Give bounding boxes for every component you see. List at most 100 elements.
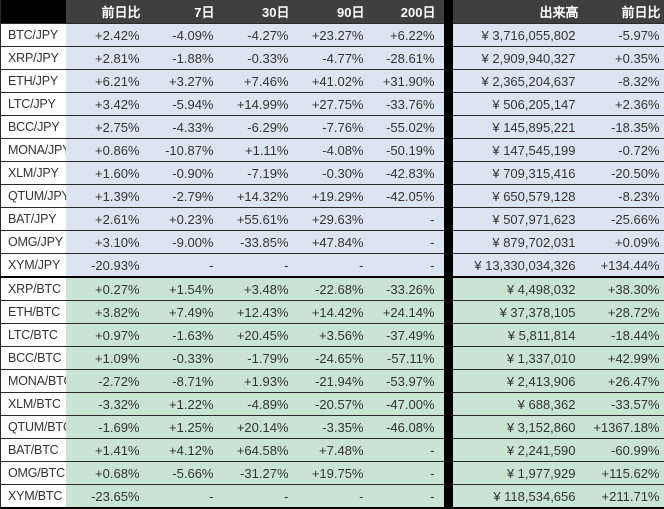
table-row: LTC/JPY +3.42% -5.94% +14.99% +27.75% -3… (1, 93, 664, 116)
change-30d-cell: +1.93% (223, 370, 298, 393)
volume-cell: ¥ 688,362 (453, 393, 587, 416)
volume-change-1d-cell: +38.30% (587, 277, 664, 301)
volume-change-1d-cell: +211.71% (587, 485, 664, 509)
table-row: MONA/BTC -2.72% -8.71% +1.93% -21.94% -5… (1, 370, 664, 393)
change-30d-cell: +7.46% (223, 70, 298, 93)
change-1d-cell: +1.39% (66, 185, 149, 208)
change-200d-cell: +31.90% (373, 70, 444, 93)
pair-label: BCC/BTC (1, 347, 66, 370)
volume-cell: ¥ 2,909,940,327 (453, 47, 587, 70)
change-7d-cell: +3.27% (149, 70, 223, 93)
volume-cell: ¥ 650,579,128 (453, 185, 587, 208)
section-divider (444, 0, 453, 24)
change-30d-cell: +3.48% (223, 277, 298, 301)
change-1d-cell: +2.42% (66, 24, 149, 47)
change-30d-cell: -6.29% (223, 116, 298, 139)
section-divider (444, 439, 453, 462)
change-7d-cell: +7.49% (149, 301, 223, 324)
pair-label: BTC/JPY (1, 24, 66, 47)
change-7d-cell: -1.88% (149, 47, 223, 70)
change-90d-cell: -22.68% (298, 277, 373, 301)
change-1d-cell: +2.61% (66, 208, 149, 231)
table-row: MONA/JPY +0.86% -10.87% +1.11% -4.08% -5… (1, 139, 664, 162)
pair-label: ETH/JPY (1, 70, 66, 93)
pair-label: OMG/BTC (1, 462, 66, 485)
change-30d-cell: +14.99% (223, 93, 298, 116)
pair-label: LTC/JPY (1, 93, 66, 116)
change-7d-cell: -1.63% (149, 324, 223, 347)
section-divider (444, 254, 453, 278)
change-7d-cell: -2.79% (149, 185, 223, 208)
change-7d-cell: -5.66% (149, 462, 223, 485)
change-200d-cell: -37.49% (373, 324, 444, 347)
pair-label: BCC/JPY (1, 116, 66, 139)
change-1d-cell: -1.69% (66, 416, 149, 439)
volume-cell: ¥ 118,534,656 (453, 485, 587, 509)
change-90d-cell: -3.35% (298, 416, 373, 439)
change-200d-cell: -33.76% (373, 93, 444, 116)
volume-change-1d-cell: +0.35% (587, 47, 664, 70)
change-1d-cell: +3.42% (66, 93, 149, 116)
section-divider (444, 24, 453, 47)
pair-label: BAT/BTC (1, 439, 66, 462)
section-divider (444, 301, 453, 324)
change-30d-cell: +64.58% (223, 439, 298, 462)
table-row: BAT/JPY +2.61% +0.23% +55.61% +29.63% - … (1, 208, 664, 231)
volume-change-1d-cell: -8.23% (587, 185, 664, 208)
change-200d-cell: - (373, 462, 444, 485)
change-7d-cell: -9.00% (149, 231, 223, 254)
change-30d-cell: -1.79% (223, 347, 298, 370)
section-divider (444, 347, 453, 370)
volume-cell: ¥ 3,152,860 (453, 416, 587, 439)
change-30d-cell: -7.19% (223, 162, 298, 185)
change-90d-cell: - (298, 254, 373, 278)
header-change-1d: 前日比 (66, 0, 149, 24)
table-row: BAT/BTC +1.41% +4.12% +64.58% +7.48% - ¥… (1, 439, 664, 462)
change-90d-cell: +23.27% (298, 24, 373, 47)
change-1d-cell: +6.21% (66, 70, 149, 93)
volume-cell: ¥ 709,315,416 (453, 162, 587, 185)
volume-cell: ¥ 37,378,105 (453, 301, 587, 324)
volume-change-1d-cell: -33.57% (587, 393, 664, 416)
volume-change-1d-cell: -8.32% (587, 70, 664, 93)
pair-label: OMG/JPY (1, 231, 66, 254)
change-30d-cell: - (223, 254, 298, 278)
volume-change-1d-cell: -5.97% (587, 24, 664, 47)
table-row: XLM/BTC -3.32% +1.22% -4.89% -20.57% -47… (1, 393, 664, 416)
pair-label: XYM/BTC (1, 485, 66, 509)
section-divider (444, 277, 453, 301)
change-30d-cell: -31.27% (223, 462, 298, 485)
change-200d-cell: - (373, 439, 444, 462)
change-1d-cell: +0.27% (66, 277, 149, 301)
section-divider (444, 208, 453, 231)
table-row: QTUM/JPY +1.39% -2.79% +14.32% +19.29% -… (1, 185, 664, 208)
section-divider (444, 162, 453, 185)
change-1d-cell: +0.68% (66, 462, 149, 485)
change-1d-cell: +2.75% (66, 116, 149, 139)
section-divider (444, 416, 453, 439)
volume-cell: ¥ 3,716,055,802 (453, 24, 587, 47)
change-90d-cell: +29.63% (298, 208, 373, 231)
change-30d-cell: -33.85% (223, 231, 298, 254)
change-1d-cell: -2.72% (66, 370, 149, 393)
change-30d-cell: -4.89% (223, 393, 298, 416)
change-200d-cell: - (373, 231, 444, 254)
change-200d-cell: -28.61% (373, 47, 444, 70)
change-200d-cell: - (373, 208, 444, 231)
volume-change-1d-cell: +0.09% (587, 231, 664, 254)
table-row: XLM/JPY +1.60% -0.90% -7.19% -0.30% -42.… (1, 162, 664, 185)
change-200d-cell: -47.00% (373, 393, 444, 416)
change-7d-cell: -4.09% (149, 24, 223, 47)
change-90d-cell: -20.57% (298, 393, 373, 416)
header-row: 前日比 7日 30日 90日 200日 出来高 前日比 (1, 0, 664, 24)
pair-label: QTUM/JPY (1, 185, 66, 208)
pair-label: XLM/JPY (1, 162, 66, 185)
table-body: BTC/JPY +2.42% -4.09% -4.27% +23.27% +6.… (1, 24, 664, 509)
change-90d-cell: - (298, 485, 373, 509)
header-volume: 出来高 (453, 0, 587, 24)
pair-label: XYM/JPY (1, 254, 66, 278)
table-row: XYM/JPY -20.93% - - - - ¥ 13,330,034,326… (1, 254, 664, 278)
volume-cell: ¥ 145,895,221 (453, 116, 587, 139)
volume-cell: ¥ 2,413,906 (453, 370, 587, 393)
